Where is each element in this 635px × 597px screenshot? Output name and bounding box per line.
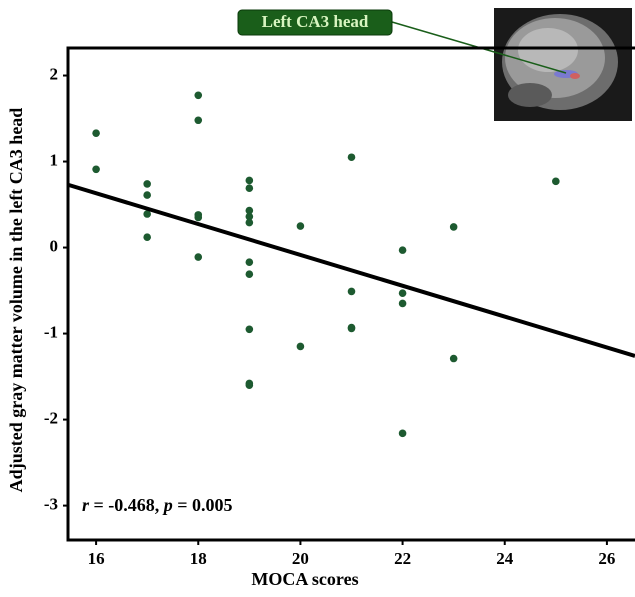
point	[398, 289, 407, 297]
point	[449, 223, 458, 231]
point	[245, 258, 254, 266]
point	[449, 354, 458, 363]
point	[245, 206, 254, 215]
point	[92, 129, 100, 137]
point	[194, 116, 203, 125]
x-tick-label: 20	[292, 549, 309, 568]
annotation-part: r	[82, 495, 90, 515]
point	[347, 153, 356, 162]
callout-box	[237, 9, 393, 36]
point	[552, 177, 560, 186]
inset-ca3	[570, 73, 580, 79]
point	[398, 429, 407, 438]
point	[398, 246, 407, 254]
callout-text: Left CA3 head	[262, 12, 369, 31]
point	[143, 191, 151, 199]
point	[347, 287, 356, 296]
stats-annotation: r = -0.468, p = 0.005	[82, 495, 233, 515]
point	[143, 233, 151, 242]
point	[245, 212, 254, 221]
point	[194, 91, 203, 100]
point	[296, 342, 305, 351]
x-tick-label: 24	[496, 549, 514, 568]
y-tick-label: -2	[44, 408, 58, 427]
point	[245, 381, 254, 389]
point	[194, 213, 203, 222]
fit-line	[67, 182, 635, 358]
point	[296, 222, 305, 230]
point	[194, 253, 203, 261]
annotation-part: = 0.005	[173, 495, 233, 515]
y-tick-label: 1	[50, 150, 59, 169]
x-tick-label: 16	[88, 549, 105, 568]
annotation-part: p	[162, 495, 173, 515]
point	[347, 324, 356, 333]
plot-frame	[66, 46, 635, 542]
x-axis-label: MOCA scores	[251, 569, 358, 589]
x-tick-label: 22	[394, 549, 411, 568]
y-tick-label: -3	[44, 495, 58, 514]
y-tick-label: 2	[50, 64, 59, 83]
point	[245, 218, 254, 227]
point	[245, 184, 254, 193]
inset-cerebellum	[508, 83, 552, 107]
y-tick-label: 0	[50, 236, 59, 255]
annotation-part: = -0.468,	[89, 495, 164, 515]
x-tick-label: 18	[190, 549, 207, 568]
y-axis-label: Adjusted gray matter volume in the left …	[6, 108, 26, 493]
point	[245, 325, 254, 334]
point	[143, 180, 151, 188]
point	[398, 299, 407, 308]
point	[245, 270, 254, 279]
point	[245, 176, 254, 185]
brain-inset	[494, 8, 632, 121]
point	[143, 210, 151, 218]
inset-cortex	[518, 28, 578, 72]
point	[92, 165, 100, 174]
y-tick-label: -1	[44, 322, 58, 341]
x-tick-label: 26	[598, 549, 615, 568]
